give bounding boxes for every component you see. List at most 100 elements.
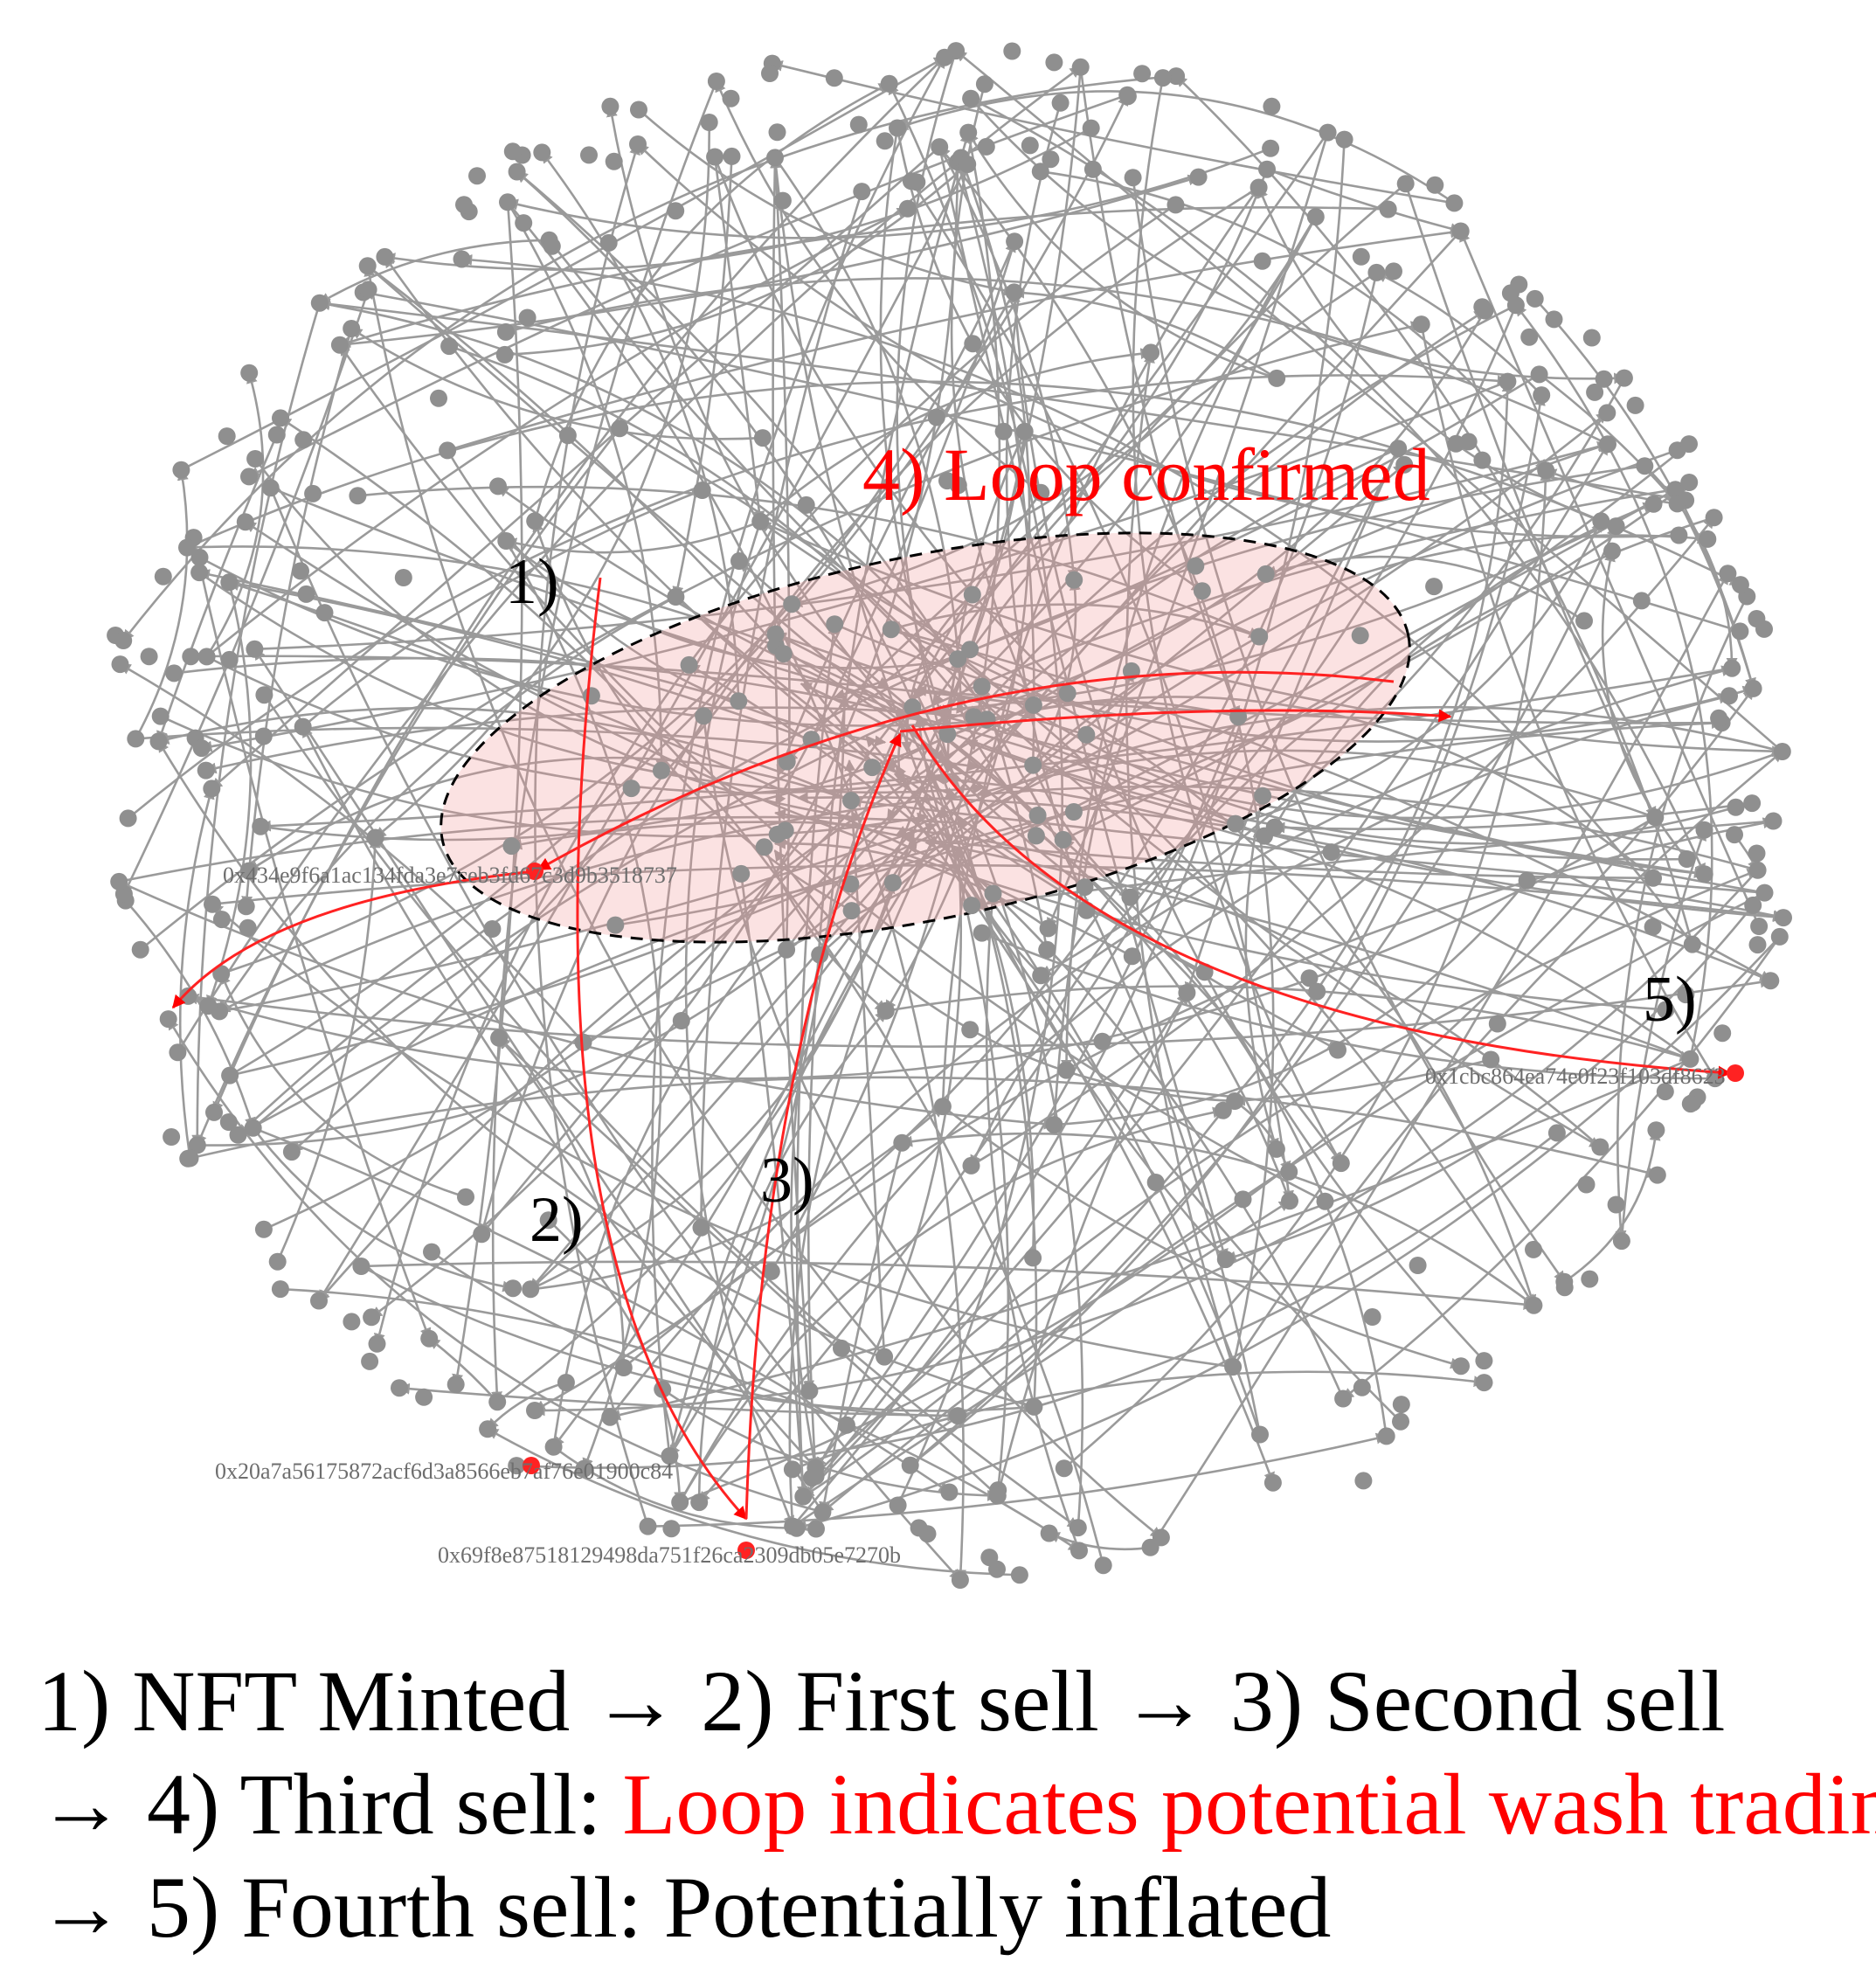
node <box>1038 940 1056 959</box>
edge <box>771 60 1455 204</box>
node <box>526 1402 543 1419</box>
node <box>368 1334 386 1353</box>
node <box>783 595 801 613</box>
node <box>1475 1352 1493 1370</box>
edge <box>1062 443 1690 842</box>
node <box>473 1225 491 1244</box>
node <box>1678 850 1696 868</box>
edge <box>844 759 886 1357</box>
edge <box>931 183 1407 706</box>
node <box>1028 807 1047 824</box>
node <box>1065 571 1083 589</box>
red-edge <box>744 732 902 1520</box>
edge <box>996 991 1188 1496</box>
node <box>221 1066 239 1084</box>
node <box>630 100 647 119</box>
node <box>1695 821 1713 839</box>
node <box>1003 42 1021 60</box>
node <box>841 875 860 893</box>
node <box>652 761 670 780</box>
node <box>1473 298 1492 316</box>
edge <box>955 50 1783 752</box>
node <box>964 335 982 353</box>
edge <box>1040 170 1547 472</box>
node <box>1773 743 1791 760</box>
edge <box>1063 469 1552 1470</box>
node <box>889 119 906 137</box>
edge <box>1563 1128 1661 1283</box>
node <box>933 1098 952 1116</box>
edge <box>647 1432 1388 1528</box>
node <box>1024 1249 1042 1267</box>
node <box>1726 826 1743 844</box>
node <box>690 1493 709 1512</box>
node <box>1214 1101 1232 1119</box>
node <box>580 146 598 164</box>
node <box>963 586 981 604</box>
edge <box>373 204 1177 1346</box>
node <box>204 895 221 913</box>
node <box>246 640 264 658</box>
edge <box>548 239 1602 1148</box>
node <box>297 585 315 603</box>
node <box>961 641 980 659</box>
node <box>1482 1050 1500 1069</box>
edge <box>237 717 1723 1136</box>
node <box>219 1113 238 1131</box>
node <box>376 247 394 266</box>
node <box>1250 627 1269 646</box>
node <box>753 429 772 447</box>
node <box>205 1103 223 1121</box>
edge <box>211 146 941 790</box>
node <box>1082 119 1100 137</box>
node <box>127 730 145 748</box>
node <box>1656 1083 1674 1101</box>
node <box>1488 1015 1506 1033</box>
node <box>849 115 868 134</box>
edge <box>1266 168 1462 234</box>
node <box>1189 168 1208 186</box>
edge <box>276 836 381 1263</box>
node <box>1077 901 1096 919</box>
edge <box>263 694 1079 1529</box>
edge <box>211 903 1234 1369</box>
node <box>558 426 577 445</box>
node <box>267 426 286 444</box>
node <box>898 199 917 218</box>
node <box>1545 310 1563 329</box>
red-edge <box>171 870 536 1009</box>
node <box>1133 65 1152 83</box>
edge <box>498 1036 999 1497</box>
node <box>439 441 457 460</box>
node <box>1644 495 1663 513</box>
node <box>842 792 860 810</box>
node <box>1070 1542 1088 1560</box>
node <box>1392 1396 1410 1414</box>
node <box>629 135 647 153</box>
node <box>1250 178 1268 197</box>
node <box>1547 1124 1566 1142</box>
node <box>833 1339 850 1357</box>
edge <box>541 151 740 702</box>
node <box>496 322 515 341</box>
edge <box>229 94 1129 1077</box>
node <box>330 336 349 354</box>
node <box>1525 1296 1543 1314</box>
node <box>1713 1024 1732 1043</box>
edge <box>896 708 1035 1258</box>
node <box>163 1128 181 1146</box>
edge <box>1129 304 1518 898</box>
node <box>1425 578 1443 596</box>
edge <box>428 1337 499 1403</box>
node <box>1647 1121 1665 1140</box>
edge <box>237 464 1645 1136</box>
node <box>522 1280 540 1299</box>
edge <box>970 97 1706 876</box>
node <box>778 940 796 959</box>
node <box>363 1308 381 1327</box>
node <box>1607 517 1625 536</box>
edge <box>608 1057 1691 1421</box>
node <box>508 1457 526 1475</box>
node <box>1577 1175 1596 1194</box>
node <box>1251 1425 1269 1444</box>
